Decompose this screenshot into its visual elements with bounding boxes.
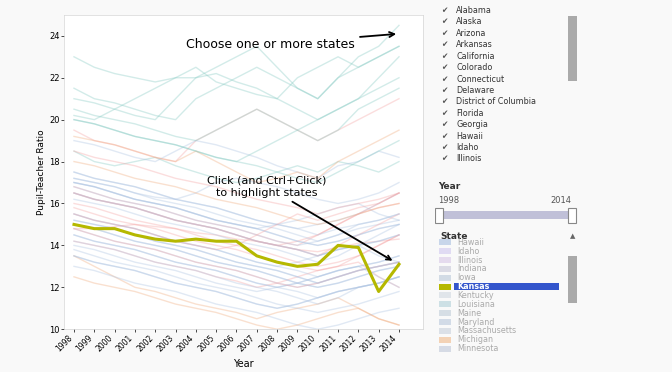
Text: ✔: ✔: [441, 154, 447, 163]
Text: ✔: ✔: [441, 29, 447, 38]
Text: Louisiana: Louisiana: [458, 300, 496, 309]
Text: ✔: ✔: [441, 17, 447, 26]
Text: Kentucky: Kentucky: [458, 291, 495, 300]
Bar: [439, 328, 450, 334]
Text: 2014: 2014: [550, 196, 571, 205]
Text: ✔: ✔: [441, 97, 447, 106]
Bar: [439, 248, 450, 254]
Text: Connecticut: Connecticut: [456, 74, 505, 83]
Text: Choose one or more states: Choose one or more states: [185, 32, 394, 51]
Text: ✔: ✔: [441, 143, 447, 152]
Bar: [568, 208, 576, 223]
Text: Maryland: Maryland: [458, 318, 495, 327]
Text: Illinois: Illinois: [456, 154, 482, 163]
Text: Alaska: Alaska: [456, 17, 483, 26]
Bar: [439, 319, 450, 325]
Bar: [438, 211, 573, 219]
Text: ✔: ✔: [441, 6, 447, 15]
Text: Iowa: Iowa: [458, 273, 476, 282]
Bar: [435, 208, 444, 223]
Bar: [568, 16, 577, 81]
Text: Year: Year: [438, 182, 460, 191]
Text: Indiana: Indiana: [458, 264, 487, 273]
Text: State: State: [441, 232, 468, 241]
Text: ✔: ✔: [441, 40, 447, 49]
Text: ✔: ✔: [441, 74, 447, 83]
Text: Colorado: Colorado: [456, 63, 493, 72]
Text: Arizona: Arizona: [456, 29, 487, 38]
Text: Arkansas: Arkansas: [456, 40, 493, 49]
Text: Idaho: Idaho: [456, 143, 478, 152]
Bar: [439, 283, 450, 289]
Bar: [439, 266, 450, 272]
Text: California: California: [456, 52, 495, 61]
Bar: [439, 257, 450, 263]
Text: Click (and Ctrl+Click)
to highlight states: Click (and Ctrl+Click) to highlight stat…: [207, 176, 391, 260]
Text: Florida: Florida: [456, 109, 484, 118]
Text: ✔: ✔: [441, 63, 447, 72]
Text: Illinois: Illinois: [458, 256, 483, 264]
Bar: [439, 310, 450, 316]
Text: ✔: ✔: [441, 120, 447, 129]
Text: ✔: ✔: [441, 132, 447, 141]
Text: ✔: ✔: [441, 86, 447, 95]
Bar: [454, 283, 558, 290]
Text: ▲: ▲: [570, 233, 575, 239]
Text: Delaware: Delaware: [456, 86, 495, 95]
Text: Georgia: Georgia: [456, 120, 489, 129]
Y-axis label: Pupil-Teacher Ratio: Pupil-Teacher Ratio: [37, 129, 46, 215]
Text: Idaho: Idaho: [458, 247, 480, 256]
Text: 1998: 1998: [438, 196, 460, 205]
Text: Massachusetts: Massachusetts: [458, 326, 517, 336]
Bar: [439, 301, 450, 307]
Bar: [439, 292, 450, 298]
Text: ✔: ✔: [441, 52, 447, 61]
Text: ✔: ✔: [441, 109, 447, 118]
Text: Alabama: Alabama: [456, 6, 493, 15]
Text: Kansas: Kansas: [458, 282, 490, 291]
X-axis label: Year: Year: [233, 359, 254, 369]
Text: Michigan: Michigan: [458, 335, 494, 344]
Bar: [568, 256, 577, 304]
Text: Minnesota: Minnesota: [458, 344, 499, 353]
Bar: [439, 346, 450, 352]
Text: Hawaii: Hawaii: [458, 238, 485, 247]
Text: Maine: Maine: [458, 309, 482, 318]
Bar: [439, 337, 450, 343]
Bar: [439, 239, 450, 246]
Bar: [439, 275, 450, 281]
Text: Hawaii: Hawaii: [456, 132, 483, 141]
Text: District of Columbia: District of Columbia: [456, 97, 536, 106]
